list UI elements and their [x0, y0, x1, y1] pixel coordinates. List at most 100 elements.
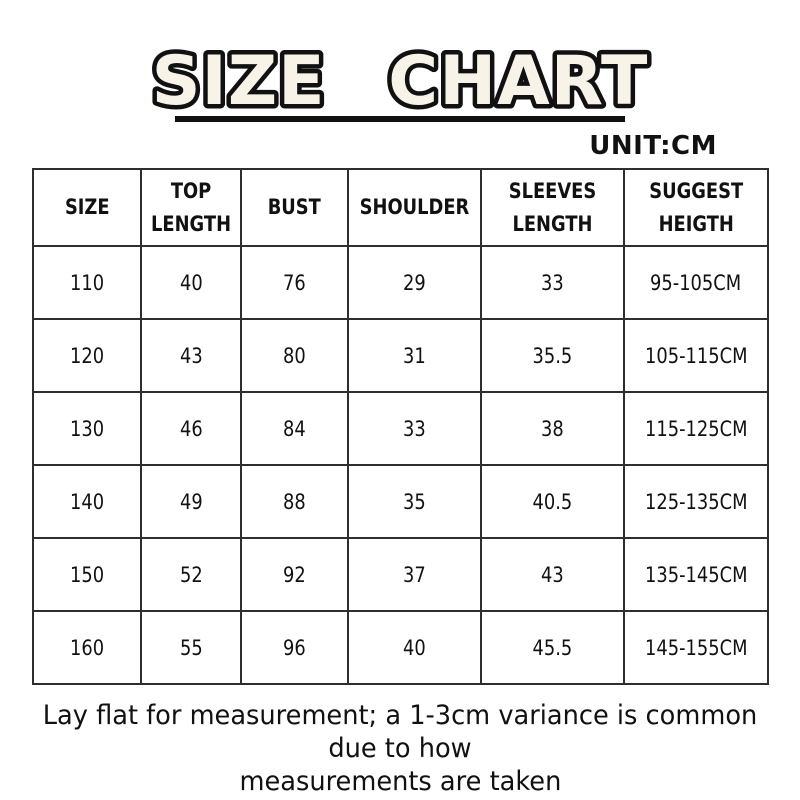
- table-cell: 35.5: [480, 318, 625, 393]
- cell-value: 35.5: [532, 343, 573, 368]
- table-cell: 40.5: [480, 464, 625, 539]
- unit-label: UNIT:CM: [589, 131, 717, 161]
- cell-value: 33: [541, 270, 564, 295]
- cell-value: 80: [283, 343, 306, 368]
- cell-value: 95-105CM: [650, 270, 742, 295]
- cell-value: 135-145CM: [644, 562, 748, 587]
- cell-value: 38: [541, 416, 564, 441]
- table-cell: 95-105CM: [623, 245, 769, 320]
- cell-value: 33: [403, 416, 426, 441]
- cell-value: 46: [179, 416, 203, 441]
- note-line-2: measurements are taken: [239, 765, 561, 797]
- table-row: 120 43 80 31 35.5 105-115CM: [32, 318, 769, 393]
- table-cell: 29: [347, 245, 482, 320]
- column-header-label: SLEEVES LENGTH: [508, 178, 597, 236]
- header-row: SIZE TOP LENGTH BUST SHOULDER SLEEVES LE…: [32, 168, 769, 247]
- table-cell: 40: [347, 610, 482, 685]
- table-cell: 49: [140, 464, 242, 539]
- table-cell: 31: [347, 318, 482, 393]
- table-cell: 37: [347, 537, 482, 612]
- table-cell: 150: [32, 537, 142, 612]
- table-cell: 84: [240, 391, 349, 466]
- column-header-top-length: TOP LENGTH: [140, 168, 242, 247]
- table-cell: 35: [347, 464, 482, 539]
- cell-value: 125-135CM: [644, 489, 748, 514]
- table-cell: 45.5: [480, 610, 625, 685]
- cell-value: 105-115CM: [644, 343, 748, 368]
- column-header-label: SUGGEST HEIGTH: [649, 178, 743, 236]
- cell-value: 35: [403, 489, 426, 514]
- table-cell: 33: [480, 245, 625, 320]
- column-header-label: SHOULDER: [359, 195, 470, 220]
- table-cell: 135-145CM: [623, 537, 769, 612]
- cell-value: 140: [69, 489, 105, 514]
- table-cell: 160: [32, 610, 142, 685]
- column-header-shoulder: SHOULDER: [347, 168, 482, 247]
- cell-value: 40: [403, 635, 426, 660]
- cell-value: 84: [283, 416, 306, 441]
- note-line-1: Lay flat for measurement; a 1-3cm varian…: [42, 700, 758, 764]
- page-title: SIZE CHART: [147, 38, 652, 126]
- column-header-label: BUST: [267, 195, 322, 220]
- column-header-size: SIZE: [32, 168, 142, 247]
- cell-value: 43: [179, 343, 203, 368]
- table-cell: 38: [480, 391, 625, 466]
- column-header-bust: BUST: [240, 168, 349, 247]
- cell-value: 130: [69, 416, 105, 441]
- table-cell: 115-125CM: [623, 391, 769, 466]
- cell-value: 96: [283, 635, 306, 660]
- table-cell: 110: [32, 245, 142, 320]
- table-row: 130 46 84 33 38 115-125CM: [32, 391, 769, 466]
- measurement-note: Lay flat for measurement; a 1-3cm varian…: [0, 700, 800, 799]
- title-underline: [175, 116, 625, 122]
- table-cell: 125-135CM: [623, 464, 769, 539]
- cell-value: 145-155CM: [644, 635, 748, 660]
- table-cell: 43: [140, 318, 242, 393]
- size-chart-table: SIZE TOP LENGTH BUST SHOULDER SLEEVES LE…: [32, 168, 769, 685]
- table-cell: 55: [140, 610, 242, 685]
- page-title-text: SIZE CHART: [152, 42, 649, 121]
- table-cell: 76: [240, 245, 349, 320]
- column-header-sleeves-length: SLEEVES LENGTH: [480, 168, 625, 247]
- column-header-label: SIZE: [64, 195, 110, 220]
- cell-value: 115-125CM: [644, 416, 748, 441]
- cell-value: 45.5: [532, 635, 573, 660]
- table-row: 110 40 76 29 33 95-105CM: [32, 245, 769, 320]
- cell-value: 76: [283, 270, 306, 295]
- cell-value: 88: [283, 489, 306, 514]
- cell-value: 92: [283, 562, 306, 587]
- table-cell: 46: [140, 391, 242, 466]
- table-cell: 140: [32, 464, 142, 539]
- cell-value: 31: [403, 343, 426, 368]
- cell-value: 110: [69, 270, 105, 295]
- table-cell: 52: [140, 537, 242, 612]
- cell-value: 40: [179, 270, 203, 295]
- table-cell: 145-155CM: [623, 610, 769, 685]
- cell-value: 49: [179, 489, 203, 514]
- cell-value: 40.5: [532, 489, 573, 514]
- cell-value: 43: [541, 562, 564, 587]
- table-cell: 105-115CM: [623, 318, 769, 393]
- cell-value: 29: [403, 270, 426, 295]
- cell-value: 55: [179, 635, 203, 660]
- table-row: 140 49 88 35 40.5 125-135CM: [32, 464, 769, 539]
- column-header-suggest-heigth: SUGGEST HEIGTH: [623, 168, 769, 247]
- cell-value: 37: [403, 562, 426, 587]
- cell-value: 150: [69, 562, 105, 587]
- table-cell: 92: [240, 537, 349, 612]
- cell-value: 120: [69, 343, 105, 368]
- cell-value: 52: [179, 562, 203, 587]
- table-cell: 80: [240, 318, 349, 393]
- table-cell: 96: [240, 610, 349, 685]
- cell-value: 160: [69, 635, 105, 660]
- table-cell: 33: [347, 391, 482, 466]
- table-cell: 120: [32, 318, 142, 393]
- table-cell: 130: [32, 391, 142, 466]
- table-row: 160 55 96 40 45.5 145-155CM: [32, 610, 769, 685]
- table-cell: 43: [480, 537, 625, 612]
- table-cell: 88: [240, 464, 349, 539]
- table-cell: 40: [140, 245, 242, 320]
- column-header-label: TOP LENGTH: [151, 178, 231, 236]
- table-row: 150 52 92 37 43 135-145CM: [32, 537, 769, 612]
